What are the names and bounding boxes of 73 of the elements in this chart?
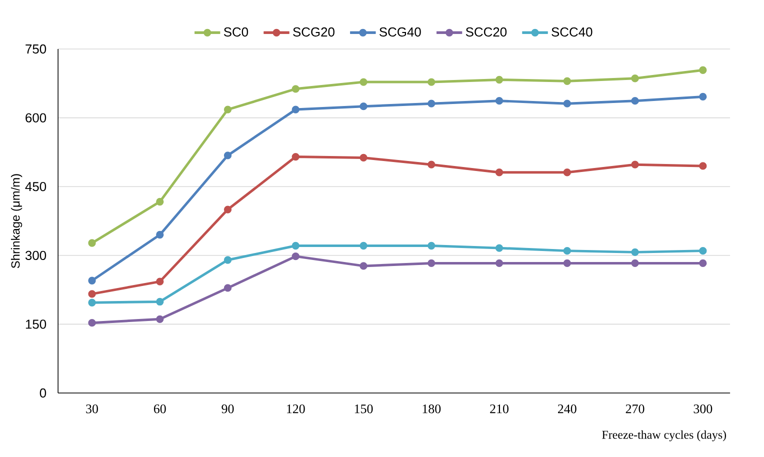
point [428, 242, 436, 250]
point [88, 318, 96, 327]
point [428, 78, 436, 86]
point [292, 242, 300, 250]
point [699, 259, 707, 268]
point [631, 96, 639, 105]
legend-label: SCC20 [466, 27, 507, 37]
x-tick-label: 60 [154, 404, 166, 414]
point [88, 276, 96, 284]
point [156, 298, 164, 306]
point [360, 242, 368, 250]
y-tick-label: 300 [25, 250, 46, 260]
point [224, 152, 232, 160]
point [699, 66, 707, 74]
point [495, 244, 504, 252]
point [495, 76, 504, 84]
legend-label: SCG20 [293, 27, 334, 37]
legend-label: SCC40 [552, 27, 592, 37]
x-tick-label: 30 [86, 404, 98, 414]
point [360, 78, 368, 86]
y-axis-title: Shrinkage (μm/m) [10, 174, 22, 268]
point [224, 206, 232, 214]
legend-label: SCG40 [380, 27, 421, 37]
point [631, 160, 639, 168]
y-tick-label: 600 [26, 113, 46, 122]
point [156, 315, 164, 323]
point [495, 96, 504, 105]
point [428, 259, 436, 268]
point [292, 152, 300, 161]
x-tick-label: 90 [222, 404, 234, 414]
point [360, 102, 368, 110]
point [428, 160, 436, 168]
point [563, 168, 571, 176]
point [631, 259, 639, 268]
x-tick-label: 270 [626, 404, 644, 414]
point [563, 259, 571, 268]
x-axis-title: Freeze-thaw cycles (days) [602, 430, 726, 442]
x-tick-label: 180 [422, 404, 441, 414]
y-tick-label: 0 [40, 388, 46, 398]
point [224, 106, 232, 114]
point [224, 256, 232, 264]
legend-label: SC0 [224, 27, 248, 37]
point [292, 106, 300, 114]
point [495, 168, 504, 176]
point [360, 154, 368, 162]
point [428, 100, 436, 108]
point [156, 198, 164, 206]
point [699, 162, 707, 170]
point [88, 298, 96, 306]
x-tick-label: 120 [287, 404, 305, 414]
point [495, 259, 504, 268]
y-tick-label: 750 [26, 44, 46, 54]
point [360, 262, 368, 270]
x-tick-label: 150 [354, 404, 373, 414]
x-tick-label: 210 [490, 404, 508, 414]
point [224, 284, 232, 292]
point [563, 100, 571, 108]
point [88, 290, 96, 298]
point [631, 74, 639, 82]
x-tick-label: 300 [694, 404, 712, 414]
point [563, 77, 571, 85]
point [563, 246, 571, 255]
point [631, 248, 639, 256]
point [699, 92, 707, 101]
point [156, 230, 164, 239]
point [699, 246, 707, 255]
x-tick-label: 240 [558, 404, 576, 414]
point [292, 252, 300, 260]
point [156, 278, 164, 286]
point [88, 239, 96, 247]
y-tick-label: 150 [26, 320, 46, 329]
y-tick-label: 450 [25, 182, 46, 192]
point [292, 85, 300, 93]
